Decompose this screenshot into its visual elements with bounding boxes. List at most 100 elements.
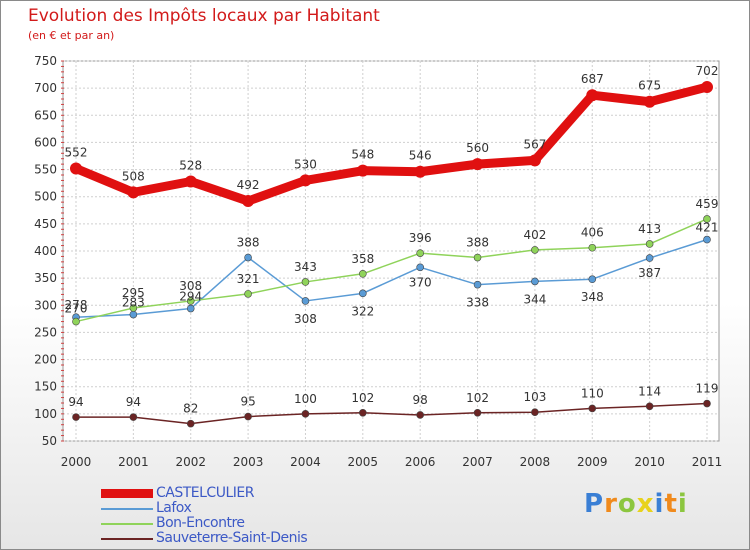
data-label: 82 — [183, 402, 198, 416]
data-point — [416, 411, 424, 419]
data-point — [473, 408, 482, 417]
logo-letter: i — [677, 489, 688, 519]
data-point — [531, 277, 539, 286]
x-tick-label: 2002 — [175, 455, 206, 469]
x-tick-label: 2011 — [692, 455, 723, 469]
data-point — [703, 399, 711, 408]
data-point — [588, 275, 597, 284]
legend-label: Bon-Encontre — [156, 515, 245, 531]
y-tick-label: 150 — [34, 380, 57, 394]
series-line-castelculier — [71, 82, 712, 206]
data-label: 358 — [351, 252, 374, 266]
data-label: 119 — [696, 382, 719, 396]
x-tick-label: 2005 — [348, 455, 379, 469]
label-layer: 94 94 82 95 100 102 98 102 103 110 114 119 278 283 294… — [65, 64, 719, 416]
logo-letter: i — [654, 489, 665, 519]
x-tick-label: 2009 — [577, 455, 608, 469]
data-point — [416, 249, 424, 257]
data-label: 530 — [294, 157, 317, 171]
data-point — [301, 410, 310, 418]
legend-swatch — [101, 523, 153, 525]
data-label: 308 — [294, 312, 317, 326]
data-point — [414, 165, 427, 178]
data-label: 402 — [523, 228, 546, 242]
data-point — [301, 297, 310, 305]
data-point — [186, 297, 195, 305]
y-tick-label: 200 — [34, 353, 57, 367]
data-label: 370 — [409, 275, 432, 289]
data-point — [244, 412, 252, 421]
data-label: 567 — [523, 137, 546, 151]
data-point — [244, 253, 252, 262]
data-label: 702 — [696, 64, 719, 78]
data-label: 387 — [638, 266, 661, 280]
data-point — [473, 280, 482, 289]
y-tick-label: 50 — [42, 434, 57, 448]
x-tick-label: 2004 — [290, 455, 321, 469]
data-point — [72, 317, 80, 326]
data-label: 413 — [638, 222, 661, 236]
data-point — [645, 240, 654, 248]
data-label: 294 — [179, 290, 202, 304]
y-tick-label: 350 — [34, 271, 57, 285]
data-point — [186, 419, 195, 428]
data-label: 321 — [237, 272, 260, 286]
data-point — [528, 154, 541, 167]
data-label: 396 — [409, 231, 432, 245]
legend-swatch — [101, 489, 153, 498]
data-label: 492 — [237, 178, 260, 192]
y-tick-label: 600 — [34, 135, 57, 149]
legend-label: CASTELCULIER — [156, 485, 254, 501]
data-label: 102 — [466, 391, 489, 405]
logo-letter: o — [617, 489, 637, 519]
data-point — [588, 404, 597, 413]
data-point — [359, 269, 367, 278]
data-point — [301, 278, 310, 286]
data-point — [72, 413, 80, 421]
data-label: 421 — [696, 221, 719, 235]
y-tick-label: 550 — [34, 163, 57, 177]
data-label: 348 — [581, 290, 604, 304]
legend-label: Lafox — [156, 500, 192, 516]
axis-layer: 50 100 150 200 250 300 350 400 450 500 550 600 650 70… — [34, 54, 722, 469]
data-label: 94 — [126, 395, 141, 409]
y-tick-label: 100 — [34, 407, 57, 421]
data-label: 95 — [240, 395, 255, 409]
data-point — [416, 263, 424, 272]
data-label: 528 — [179, 159, 202, 173]
data-point — [186, 304, 195, 313]
x-tick-label: 2000 — [61, 455, 92, 469]
y-tick-label: 500 — [34, 190, 57, 204]
data-label: 98 — [413, 393, 428, 407]
data-label: 338 — [466, 296, 489, 310]
data-label: 110 — [581, 386, 604, 400]
x-tick-label: 2008 — [520, 455, 551, 469]
data-point — [244, 290, 252, 298]
data-label: 508 — [122, 169, 145, 183]
logo-letter: t — [664, 489, 678, 519]
x-tick-label: 2006 — [405, 455, 436, 469]
data-point — [703, 235, 711, 244]
data-point — [643, 95, 656, 108]
data-label: 343 — [294, 260, 317, 274]
data-point — [299, 174, 312, 187]
data-label: 548 — [351, 148, 374, 162]
data-point — [359, 408, 367, 417]
data-point — [473, 253, 482, 262]
y-tick-label: 650 — [34, 108, 57, 122]
data-point — [70, 162, 82, 175]
series-line-lafox — [75, 238, 708, 318]
data-label: 100 — [294, 392, 317, 406]
data-label: 103 — [523, 390, 546, 404]
data-point — [359, 289, 367, 298]
series-line-sauveterre-saint-denis — [75, 402, 708, 425]
data-point — [701, 81, 713, 94]
data-label: 283 — [122, 296, 145, 310]
data-point — [531, 408, 539, 417]
data-point — [129, 310, 138, 319]
proxiti-logo: Proxiti — [584, 489, 688, 519]
y-tick-label: 400 — [34, 244, 57, 258]
data-label: 114 — [638, 384, 661, 398]
